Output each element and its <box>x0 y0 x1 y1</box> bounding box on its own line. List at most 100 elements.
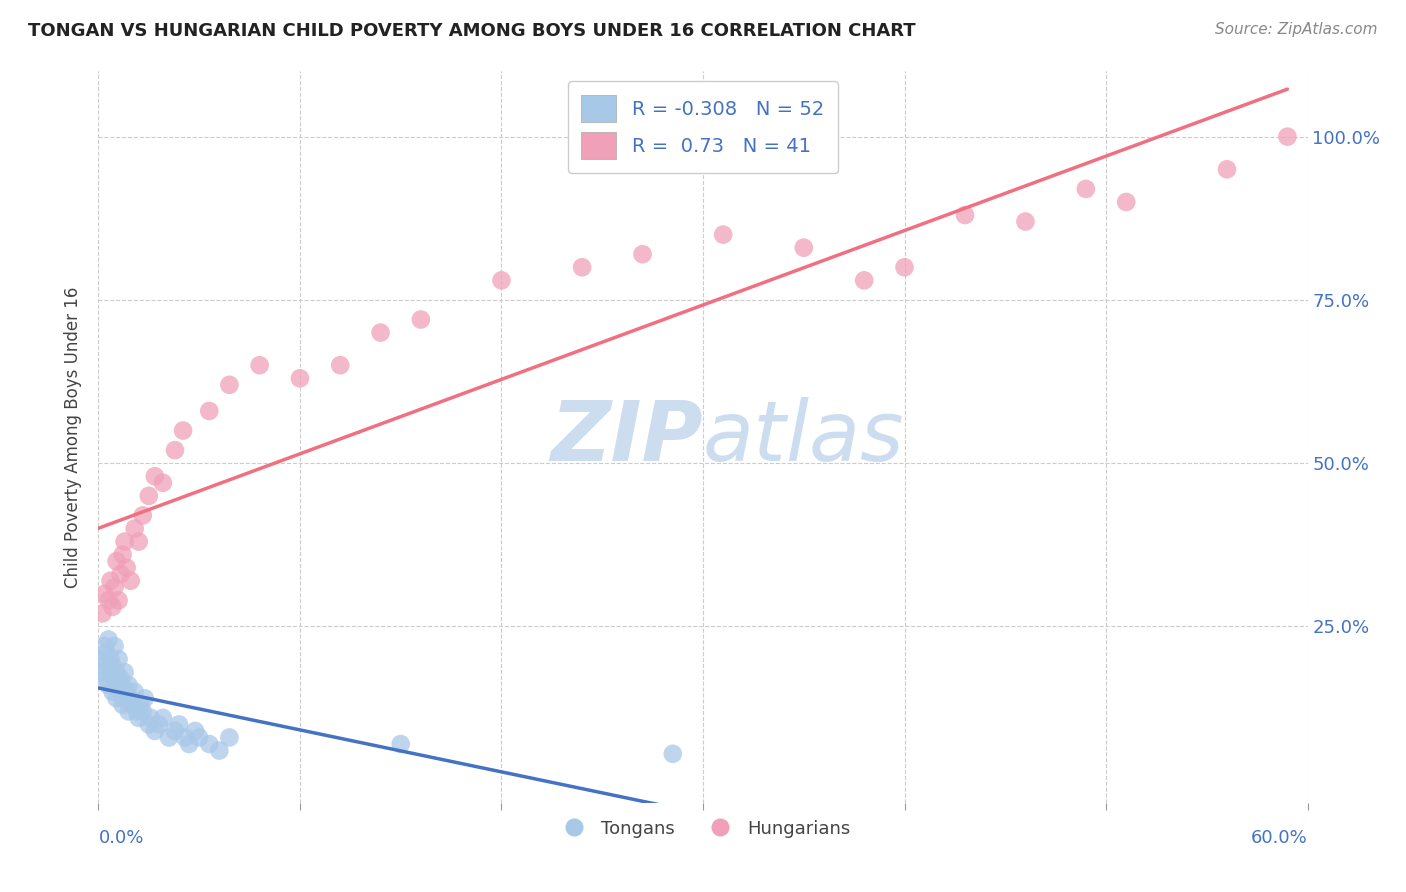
Point <box>91 652 114 666</box>
Point <box>288 371 311 385</box>
Point <box>409 312 432 326</box>
Point <box>1014 214 1036 228</box>
Point <box>198 737 221 751</box>
Point <box>89 665 111 680</box>
Point <box>111 678 134 692</box>
Point <box>953 208 976 222</box>
Point <box>389 737 412 751</box>
Point <box>124 685 146 699</box>
Point <box>103 672 125 686</box>
Text: Source: ZipAtlas.com: Source: ZipAtlas.com <box>1215 22 1378 37</box>
Point <box>118 678 141 692</box>
Point <box>101 685 124 699</box>
Point <box>157 731 180 745</box>
Point <box>128 534 150 549</box>
Point <box>893 260 915 275</box>
Point <box>110 567 132 582</box>
Point <box>208 743 231 757</box>
Point <box>93 639 115 653</box>
Point <box>793 241 815 255</box>
Point <box>110 685 132 699</box>
Point <box>121 698 143 712</box>
Point <box>218 377 240 392</box>
Text: 0.0%: 0.0% <box>98 829 143 847</box>
Point <box>134 691 156 706</box>
Point <box>179 737 201 751</box>
Point <box>107 593 129 607</box>
Point <box>370 326 392 340</box>
Point <box>101 658 124 673</box>
Point <box>93 587 115 601</box>
Point <box>103 639 125 653</box>
Point <box>101 599 124 614</box>
Point <box>491 273 513 287</box>
Point <box>107 652 129 666</box>
Point <box>138 717 160 731</box>
Point <box>96 646 118 660</box>
Point <box>661 747 683 761</box>
Point <box>143 723 166 738</box>
Point <box>100 652 122 666</box>
Point <box>105 665 128 680</box>
Point <box>143 469 166 483</box>
Point <box>114 534 136 549</box>
Point <box>148 717 170 731</box>
Point <box>118 705 141 719</box>
Point <box>91 607 114 621</box>
Text: 60.0%: 60.0% <box>1251 829 1308 847</box>
Point <box>1277 129 1299 144</box>
Point <box>184 723 207 738</box>
Point <box>1074 182 1097 196</box>
Point <box>115 560 138 574</box>
Point <box>105 691 128 706</box>
Point <box>114 665 136 680</box>
Point <box>218 731 240 745</box>
Point <box>97 593 120 607</box>
Point <box>174 731 197 745</box>
Point <box>631 247 654 261</box>
Y-axis label: Child Poverty Among Boys Under 16: Child Poverty Among Boys Under 16 <box>65 286 83 588</box>
Point <box>96 672 118 686</box>
Point <box>97 678 120 692</box>
Legend: Tongans, Hungarians: Tongans, Hungarians <box>548 813 858 845</box>
Point <box>249 358 271 372</box>
Point <box>329 358 352 372</box>
Point <box>1216 162 1239 177</box>
Point <box>853 273 876 287</box>
Point <box>105 554 128 568</box>
Point <box>111 698 134 712</box>
Point <box>128 711 150 725</box>
Point <box>711 227 734 242</box>
Point <box>163 723 186 738</box>
Point <box>188 731 211 745</box>
Point <box>103 580 125 594</box>
Point <box>100 574 122 588</box>
Point <box>132 508 155 523</box>
Point <box>110 672 132 686</box>
Point <box>152 711 174 725</box>
Point <box>167 717 190 731</box>
Point <box>571 260 593 275</box>
Point <box>107 678 129 692</box>
Point <box>93 658 115 673</box>
Point <box>163 443 186 458</box>
Point <box>120 574 142 588</box>
Point <box>125 705 148 719</box>
Point <box>138 489 160 503</box>
Point <box>132 705 155 719</box>
Point <box>111 548 134 562</box>
Point <box>172 424 194 438</box>
Point <box>1115 194 1137 209</box>
Text: ZIP: ZIP <box>550 397 703 477</box>
Point <box>120 691 142 706</box>
Point <box>97 632 120 647</box>
Point <box>100 665 122 680</box>
Point <box>198 404 221 418</box>
Point <box>129 698 152 712</box>
Text: TONGAN VS HUNGARIAN CHILD POVERTY AMONG BOYS UNDER 16 CORRELATION CHART: TONGAN VS HUNGARIAN CHILD POVERTY AMONG … <box>28 22 915 40</box>
Point <box>152 475 174 490</box>
Text: atlas: atlas <box>703 397 904 477</box>
Point <box>124 521 146 535</box>
Point <box>139 711 162 725</box>
Point <box>114 691 136 706</box>
